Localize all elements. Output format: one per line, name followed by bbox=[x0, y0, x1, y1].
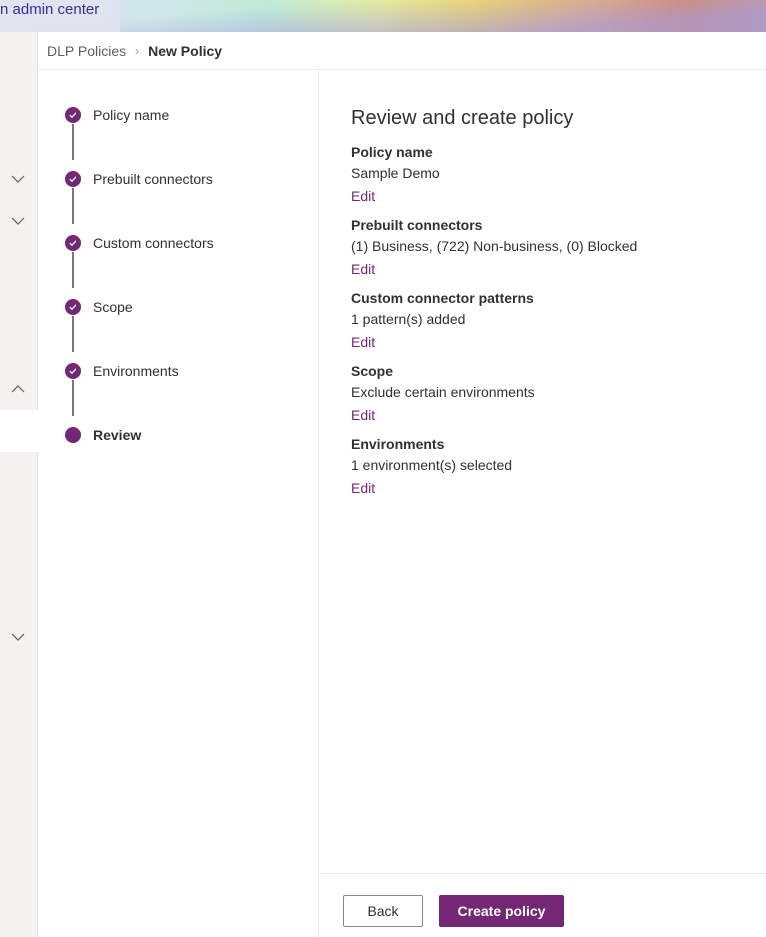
chevron-down-icon[interactable] bbox=[11, 214, 25, 228]
step-scope[interactable]: Scope bbox=[65, 299, 133, 315]
step-connector bbox=[72, 124, 74, 160]
check-circle-icon bbox=[65, 235, 81, 251]
check-circle-icon bbox=[65, 107, 81, 123]
review-section: Policy name Sample Demo Edit bbox=[351, 142, 761, 208]
chevron-down-icon[interactable] bbox=[11, 630, 25, 644]
app-title: n admin center bbox=[0, 0, 120, 32]
step-label: Prebuilt connectors bbox=[93, 171, 213, 187]
step-label: Policy name bbox=[93, 107, 170, 123]
section-value: Sample Demo bbox=[351, 165, 440, 181]
review-section: Custom connector patterns 1 pattern(s) ad… bbox=[351, 288, 761, 354]
edit-link[interactable]: Edit bbox=[351, 407, 376, 423]
review-section: Prebuilt connectors (1) Business, (722) N… bbox=[351, 215, 761, 281]
wizard-steps: Policy name Prebuilt connectors Custom con… bbox=[39, 70, 319, 937]
step-review[interactable]: Review bbox=[65, 427, 141, 443]
edit-link[interactable]: Edit bbox=[351, 334, 376, 350]
back-button[interactable]: Back bbox=[343, 895, 423, 927]
nav-selected-item[interactable] bbox=[0, 410, 38, 452]
section-value: 1 environment(s) selected bbox=[351, 457, 513, 473]
step-environments[interactable]: Environments bbox=[65, 363, 179, 379]
step-connector bbox=[72, 188, 74, 224]
section-value: 1 pattern(s) added bbox=[351, 311, 466, 327]
section-value: (1) Business, (722) Non-business, (0) Bl… bbox=[351, 238, 638, 254]
left-nav bbox=[0, 32, 38, 937]
chevron-up-icon[interactable] bbox=[11, 382, 25, 396]
review-panel: Review and create policy Policy name Samp… bbox=[351, 70, 761, 507]
step-connector bbox=[72, 252, 74, 288]
section-heading: Prebuilt connectors bbox=[351, 217, 483, 233]
section-heading: Environments bbox=[351, 436, 445, 452]
section-value: Exclude certain environments bbox=[351, 384, 535, 400]
chevron-right-icon: › bbox=[135, 43, 140, 58]
edit-link[interactable]: Edit bbox=[351, 480, 376, 496]
breadcrumb-current: New Policy bbox=[148, 42, 223, 59]
edit-link[interactable]: Edit bbox=[351, 261, 376, 277]
breadcrumb: DLP Policies › New Policy bbox=[39, 32, 766, 70]
footer: Back Create policy bbox=[319, 873, 766, 937]
step-custom-connectors[interactable]: Custom connectors bbox=[65, 235, 214, 251]
app-header: n admin center bbox=[0, 0, 766, 32]
section-heading: Policy name bbox=[351, 144, 433, 160]
page-title: Review and create policy bbox=[351, 107, 574, 129]
step-label: Review bbox=[93, 427, 142, 443]
step-prebuilt-connectors[interactable]: Prebuilt connectors bbox=[65, 171, 213, 187]
review-section: Environments 1 environment(s) selected Edi… bbox=[351, 434, 761, 500]
step-connector bbox=[72, 380, 74, 416]
step-policy-name[interactable]: Policy name bbox=[65, 107, 169, 123]
edit-link[interactable]: Edit bbox=[351, 188, 376, 204]
section-heading: Scope bbox=[351, 363, 394, 379]
current-step-icon bbox=[65, 427, 81, 443]
chevron-down-icon[interactable] bbox=[11, 172, 25, 186]
check-circle-icon bbox=[65, 171, 81, 187]
step-label: Scope bbox=[93, 299, 133, 315]
step-connector bbox=[72, 316, 74, 352]
create-policy-button[interactable]: Create policy bbox=[439, 895, 564, 927]
review-section: Scope Exclude certain environments Edit bbox=[351, 361, 761, 427]
breadcrumb-dlp-policies[interactable]: DLP Policies bbox=[47, 42, 127, 59]
section-heading: Custom connector patterns bbox=[351, 290, 534, 306]
step-label: Custom connectors bbox=[93, 235, 214, 251]
step-label: Environments bbox=[93, 363, 179, 379]
check-circle-icon bbox=[65, 299, 81, 315]
check-circle-icon bbox=[65, 363, 81, 379]
